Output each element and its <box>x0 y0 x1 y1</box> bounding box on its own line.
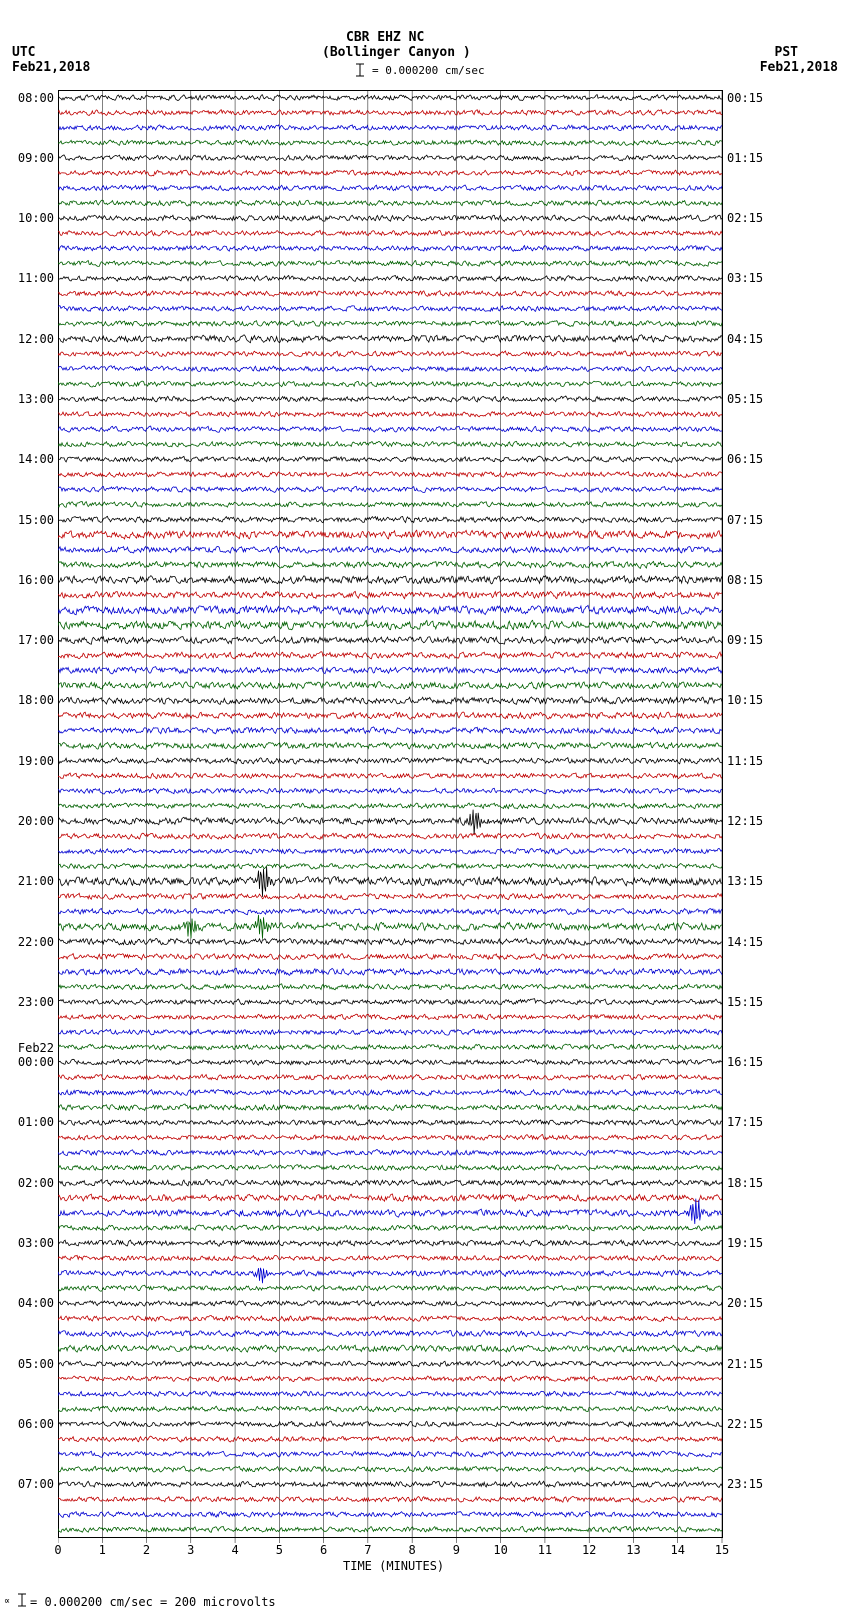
seismogram-plot <box>58 90 724 1549</box>
x-tick-label: 0 <box>48 1543 68 1557</box>
right-time-label: 20:15 <box>727 1296 763 1310</box>
right-time-label: 12:15 <box>727 814 763 828</box>
x-tick-label: 10 <box>491 1543 511 1557</box>
right-time-label: 18:15 <box>727 1176 763 1190</box>
left-time-label: 14:00 <box>6 452 54 466</box>
left-time-label: 21:00 <box>6 874 54 888</box>
right-time-label: 17:15 <box>727 1115 763 1129</box>
left-time-label: 11:00 <box>6 271 54 285</box>
left-time-label: 18:00 <box>6 693 54 707</box>
x-tick-label: 11 <box>535 1543 555 1557</box>
right-time-label: 07:15 <box>727 513 763 527</box>
scale-marker-top <box>352 62 368 82</box>
x-tick-label: 14 <box>668 1543 688 1557</box>
left-time-label: 07:00 <box>6 1477 54 1491</box>
x-tick-label: 9 <box>446 1543 466 1557</box>
left-time-label: 01:00 <box>6 1115 54 1129</box>
right-time-label: 11:15 <box>727 754 763 768</box>
right-time-label: 14:15 <box>727 935 763 949</box>
left-time-label: 02:00 <box>6 1176 54 1190</box>
right-time-label: 21:15 <box>727 1357 763 1371</box>
left-time-label: 22:00 <box>6 935 54 949</box>
x-tick-label: 5 <box>269 1543 289 1557</box>
footer-scale-text: = 0.000200 cm/sec = 200 microvolts <box>30 1595 276 1609</box>
left-time-label: 20:00 <box>6 814 54 828</box>
right-time-label: 15:15 <box>727 995 763 1009</box>
left-time-label: 06:00 <box>6 1417 54 1431</box>
x-tick-label: 8 <box>402 1543 422 1557</box>
right-time-label: 09:15 <box>727 633 763 647</box>
x-axis-label: TIME (MINUTES) <box>343 1559 444 1573</box>
seismogram-container: UTC Feb21,2018 PST Feb21,2018 CBR EHZ NC… <box>0 0 850 1613</box>
left-time-label: 16:00 <box>6 573 54 587</box>
left-time-label: 13:00 <box>6 392 54 406</box>
pst-label: PST <box>775 45 798 60</box>
station-code: CBR EHZ NC <box>346 30 424 45</box>
right-time-label: 23:15 <box>727 1477 763 1491</box>
left-date-prefix: Feb22 <box>6 1041 54 1055</box>
right-time-label: 10:15 <box>727 693 763 707</box>
left-time-label: 23:00 <box>6 995 54 1009</box>
utc-date: Feb21,2018 <box>12 60 90 75</box>
left-time-label: 05:00 <box>6 1357 54 1371</box>
station-location: (Bollinger Canyon ) <box>322 45 471 60</box>
right-time-label: 13:15 <box>727 874 763 888</box>
x-tick-label: 2 <box>137 1543 157 1557</box>
scale-marker-bottom: ∝ <box>4 1592 28 1612</box>
right-time-label: 19:15 <box>727 1236 763 1250</box>
left-time-label: 15:00 <box>6 513 54 527</box>
x-tick-label: 15 <box>712 1543 732 1557</box>
left-time-label: 19:00 <box>6 754 54 768</box>
left-time-label: 03:00 <box>6 1236 54 1250</box>
x-tick-label: 6 <box>314 1543 334 1557</box>
left-time-label: 04:00 <box>6 1296 54 1310</box>
right-time-label: 05:15 <box>727 392 763 406</box>
left-time-label: 08:00 <box>6 91 54 105</box>
utc-label: UTC <box>12 45 35 60</box>
right-time-label: 01:15 <box>727 151 763 165</box>
right-time-label: 03:15 <box>727 271 763 285</box>
x-tick-label: 7 <box>358 1543 378 1557</box>
right-time-label: 06:15 <box>727 452 763 466</box>
right-time-label: 22:15 <box>727 1417 763 1431</box>
right-time-label: 08:15 <box>727 573 763 587</box>
right-time-label: 04:15 <box>727 332 763 346</box>
left-time-label: 17:00 <box>6 633 54 647</box>
x-tick-label: 4 <box>225 1543 245 1557</box>
right-time-label: 16:15 <box>727 1055 763 1069</box>
right-time-label: 00:15 <box>727 91 763 105</box>
left-time-label: 12:00 <box>6 332 54 346</box>
left-time-label: 09:00 <box>6 151 54 165</box>
svg-text:∝: ∝ <box>4 1596 10 1607</box>
left-time-label: 10:00 <box>6 211 54 225</box>
x-tick-label: 3 <box>181 1543 201 1557</box>
x-tick-label: 12 <box>579 1543 599 1557</box>
x-tick-label: 1 <box>92 1543 112 1557</box>
scale-text-top: = 0.000200 cm/sec <box>372 64 485 77</box>
x-tick-label: 13 <box>623 1543 643 1557</box>
pst-date: Feb21,2018 <box>760 60 838 75</box>
right-time-label: 02:15 <box>727 211 763 225</box>
left-time-label: 00:00 <box>6 1055 54 1069</box>
